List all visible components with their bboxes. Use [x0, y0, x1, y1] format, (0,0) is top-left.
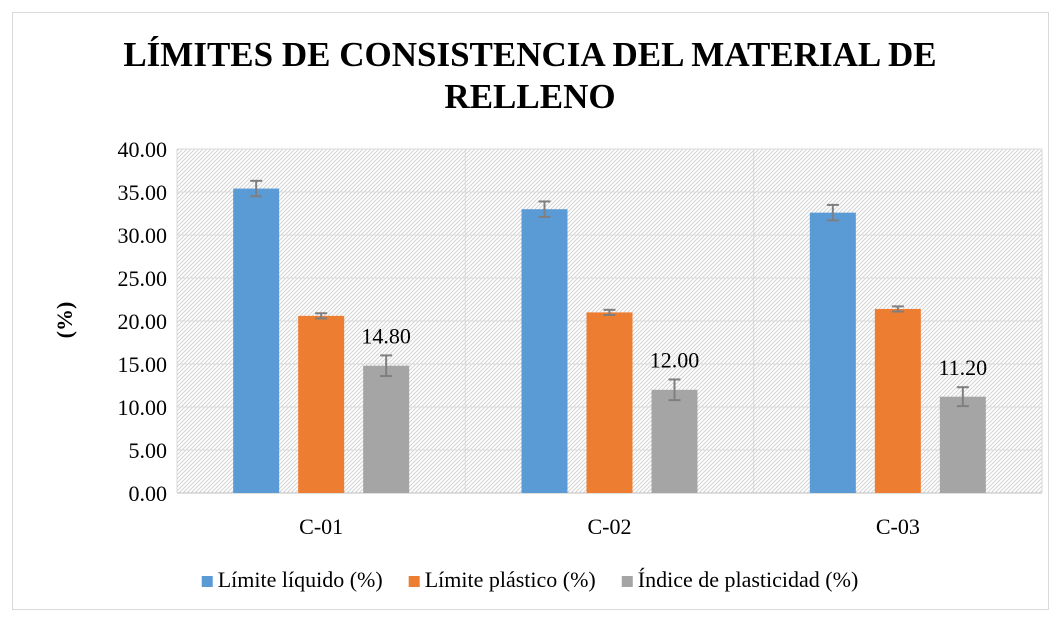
data-label: 11.20	[938, 355, 987, 380]
legend-label: Límite plástico (%)	[425, 567, 596, 592]
data-label: 14.80	[361, 323, 411, 348]
y-tick-label: 40.00	[118, 137, 168, 162]
y-tick-label: 10.00	[118, 395, 168, 420]
legend-item: Límite líquido (%)	[201, 567, 383, 592]
bar	[233, 188, 280, 493]
bar	[939, 396, 986, 493]
bar	[363, 365, 410, 493]
chart-title-line-1: LÍMITES DE CONSISTENCIA DEL MATERIAL DE	[123, 35, 936, 74]
legend-item: Límite plástico (%)	[408, 567, 596, 592]
bar	[651, 389, 698, 493]
plot-area: 0.00 5.00 10.00 15.00 20.00 25.00 30.00 35.00 40…	[118, 137, 1043, 539]
legend-label: Límite líquido (%)	[218, 567, 383, 592]
y-tick-label: 5.00	[129, 438, 168, 463]
x-tick-label: C-02	[588, 514, 632, 539]
legend-swatch	[201, 576, 213, 587]
bar	[298, 315, 345, 493]
bar	[874, 308, 921, 493]
y-axis-label: (%)	[52, 302, 77, 339]
y-tick-label: 0.00	[129, 481, 168, 506]
bar	[809, 212, 856, 493]
chart-frame	[12, 12, 1049, 610]
bar	[586, 312, 633, 493]
chart-title-line-2: RELLENO	[444, 77, 615, 116]
x-tick-label: C-01	[299, 514, 343, 539]
bar	[521, 209, 568, 493]
legend-swatch	[621, 576, 633, 587]
y-tick-label: 25.00	[118, 266, 168, 291]
y-tick-label: 15.00	[118, 352, 168, 377]
data-label: 12.00	[650, 347, 700, 372]
legend-swatch	[408, 576, 420, 587]
legend-item: Índice de plasticidad (%)	[621, 567, 859, 592]
y-tick-label: 35.00	[118, 180, 168, 205]
legend-label: Índice de plasticidad (%)	[638, 567, 859, 592]
legend: Límite líquido (%) Límite plástico (%) Índ…	[201, 567, 859, 592]
y-tick-label: 30.00	[118, 223, 168, 248]
y-tick-label: 20.00	[118, 309, 168, 334]
x-tick-label: C-03	[876, 514, 920, 539]
